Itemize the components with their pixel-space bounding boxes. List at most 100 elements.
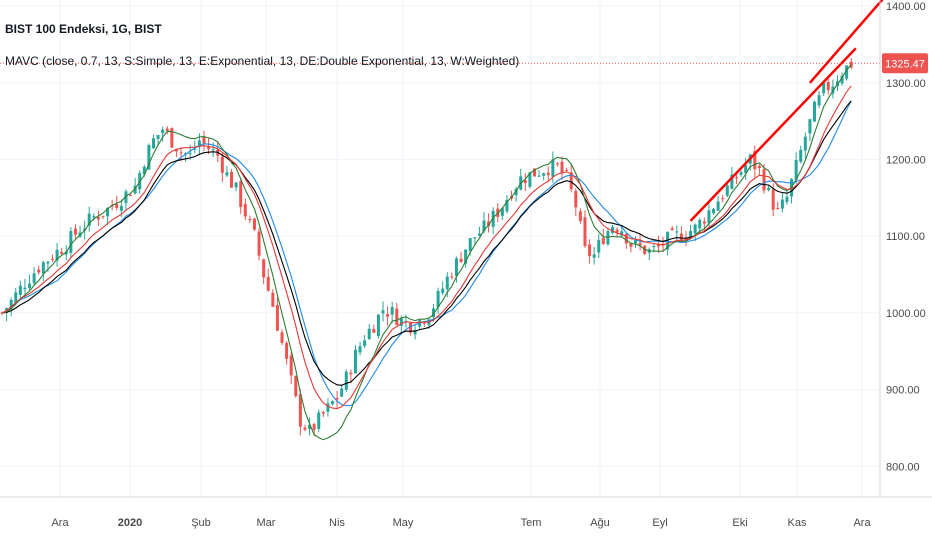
candle-body <box>794 160 798 180</box>
candle-body <box>840 75 844 84</box>
candle-body <box>271 292 275 307</box>
x-tick-label: Mar <box>257 517 276 529</box>
candle-body <box>799 149 803 162</box>
candle-body <box>803 136 807 151</box>
candle-body <box>785 196 789 202</box>
candle-body <box>611 227 615 233</box>
candle-body <box>565 169 569 171</box>
candle-body <box>174 148 178 152</box>
candle-body <box>597 240 601 253</box>
candle-body <box>583 217 587 247</box>
candle-body <box>106 207 110 217</box>
trendline[interactable] <box>808 0 884 84</box>
candle-body <box>289 355 293 376</box>
candle-body <box>101 215 105 217</box>
trendline[interactable] <box>689 47 857 222</box>
candle-body <box>771 189 775 210</box>
candle-body <box>707 210 711 224</box>
candle-body <box>156 134 160 139</box>
candle-body <box>684 238 688 240</box>
candle-body <box>822 82 826 94</box>
candle-body <box>514 188 518 196</box>
candle-body <box>734 177 738 179</box>
candle-body <box>702 221 706 224</box>
candle-body <box>188 152 192 154</box>
candle-body <box>14 292 18 304</box>
candle-body <box>592 254 596 258</box>
candle-body <box>390 307 394 315</box>
time-axis[interactable]: Ara 2020 Şub Mar Nis May Tem Ağu Eyl Eki Kas Ara <box>51 517 871 529</box>
x-tick-label: Ara <box>51 517 69 529</box>
candle-body <box>578 211 582 221</box>
candle-body <box>454 258 458 276</box>
candle-body <box>569 172 573 190</box>
candle-body <box>638 242 642 246</box>
ema-line <box>1 100 852 386</box>
candle-body <box>285 343 289 359</box>
candle-body <box>666 231 670 250</box>
candle-body <box>344 371 348 390</box>
candle-body <box>170 128 174 148</box>
candle-body <box>225 172 229 176</box>
candle-body <box>197 140 201 148</box>
price-axis[interactable]: 800.00 900.00 1000.00 1100.00 1200.00 1300.00… <box>886 1 926 473</box>
indicator-legend[interactable]: MAVC (close, 0.7, 13, S:Simple, 13, E:Ex… <box>5 54 520 68</box>
y-tick-label: 1400.00 <box>886 1 926 13</box>
y-tick-label: 800.00 <box>886 461 920 473</box>
candle-body <box>399 318 403 326</box>
candle-body <box>386 314 390 317</box>
candle-body <box>28 283 32 289</box>
candle-body <box>422 322 426 324</box>
candle-body <box>248 218 252 220</box>
candle-body <box>367 328 371 340</box>
candle-body <box>725 185 729 196</box>
candle-body <box>326 403 330 412</box>
candle-body <box>133 185 137 194</box>
candle-body <box>83 228 87 231</box>
candle-body <box>546 172 550 176</box>
candle-body <box>693 224 697 234</box>
candle-body <box>46 261 50 264</box>
candle-body <box>542 173 546 176</box>
candle-body <box>280 332 284 343</box>
candle-body <box>349 372 353 375</box>
sma-line <box>1 100 852 407</box>
candle-body <box>813 101 817 122</box>
candle-body <box>376 314 380 336</box>
candle-body <box>776 207 780 209</box>
candle-body <box>69 231 73 253</box>
candle-body <box>151 138 155 149</box>
candle-body <box>450 276 454 278</box>
candle-body <box>55 249 59 261</box>
candle-body <box>464 249 468 264</box>
candle-body <box>220 156 224 173</box>
candle-body <box>335 397 339 400</box>
candle-body <box>234 182 238 188</box>
candle-body <box>50 258 54 260</box>
candle-body <box>739 172 743 175</box>
candle-body <box>165 128 169 131</box>
candle-body <box>257 231 261 256</box>
candle-body <box>652 246 656 248</box>
candle-body <box>381 310 385 314</box>
candle-body <box>555 163 559 165</box>
candle-body <box>757 165 761 169</box>
candle-body <box>780 199 784 209</box>
candle-body <box>202 136 206 144</box>
candle-body <box>500 208 504 216</box>
candle-body <box>266 277 270 291</box>
candle-body <box>230 171 234 188</box>
candle-body <box>115 204 119 209</box>
candle-body <box>92 216 96 218</box>
candle-body <box>473 237 477 239</box>
y-tick-label: 900.00 <box>886 385 920 397</box>
candle-body <box>588 244 592 257</box>
candle-body <box>41 262 45 274</box>
candle-body <box>87 213 91 226</box>
candle-body <box>629 243 633 247</box>
candle-body <box>312 424 316 430</box>
candle-body <box>179 152 183 154</box>
candle-body <box>601 237 605 244</box>
x-tick-label: Ara <box>853 517 871 529</box>
